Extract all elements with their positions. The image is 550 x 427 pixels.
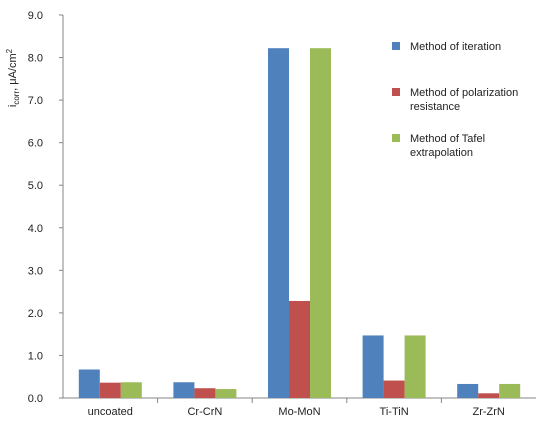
y-tick-label: 3.0 bbox=[28, 265, 43, 277]
bar bbox=[362, 335, 384, 398]
bar bbox=[173, 382, 195, 398]
bar bbox=[99, 382, 121, 398]
y-tick-label: 9.0 bbox=[28, 10, 43, 22]
x-tick-label: Zr-ZrN bbox=[473, 406, 505, 418]
y-tick-labels: 0.0 1.0 2.0 3.0 4.0 5.0 6.0 7.0 8.0 9.0 bbox=[28, 10, 43, 405]
legend-label: Method of Tafel bbox=[410, 133, 485, 145]
legend-label: Method of iteration bbox=[410, 41, 501, 53]
y-axis-label: icorr, μA/cm2 bbox=[5, 48, 21, 107]
x-tick-label: uncoated bbox=[88, 406, 133, 418]
x-tick-label: Cr-CrN bbox=[187, 406, 222, 418]
axes bbox=[59, 14, 536, 403]
bar bbox=[78, 369, 100, 398]
y-tick-label: 8.0 bbox=[28, 53, 43, 65]
bar bbox=[120, 382, 142, 398]
bars bbox=[78, 48, 521, 399]
bar bbox=[215, 389, 237, 398]
y-tick-label: 6.0 bbox=[28, 138, 43, 150]
bar bbox=[194, 388, 216, 398]
y-tick-label: 7.0 bbox=[28, 95, 43, 107]
y-tick-label: 0.0 bbox=[28, 393, 43, 405]
bar bbox=[457, 383, 479, 398]
legend-label: resistance bbox=[410, 101, 460, 113]
x-tick-labels: uncoated Cr-CrN Mo-MoN Ti-TiN Zr-ZrN bbox=[88, 406, 505, 418]
legend: Method of iteration Method of polarizatio… bbox=[392, 41, 518, 159]
bar bbox=[499, 383, 521, 398]
bar bbox=[310, 48, 331, 399]
legend-swatch bbox=[392, 42, 400, 50]
y-tick-label: 4.0 bbox=[28, 223, 43, 235]
y-axis-title: icorr, μA/cm2 bbox=[5, 48, 21, 107]
x-tick-label: Mo-MoN bbox=[278, 406, 320, 418]
bar bbox=[289, 300, 310, 398]
x-tick-label: Ti-TiN bbox=[380, 406, 409, 418]
legend-label: Method of polarization bbox=[410, 87, 518, 99]
legend-label: extrapolation bbox=[410, 147, 473, 159]
legend-swatch bbox=[392, 88, 400, 96]
y-tick-label: 1.0 bbox=[28, 350, 43, 362]
bar bbox=[404, 335, 426, 398]
bar bbox=[383, 380, 405, 398]
bar bbox=[478, 393, 500, 398]
bar bbox=[268, 48, 289, 399]
y-tick-label: 5.0 bbox=[28, 180, 43, 192]
legend-swatch bbox=[392, 134, 400, 142]
y-tick-label: 2.0 bbox=[28, 308, 43, 320]
